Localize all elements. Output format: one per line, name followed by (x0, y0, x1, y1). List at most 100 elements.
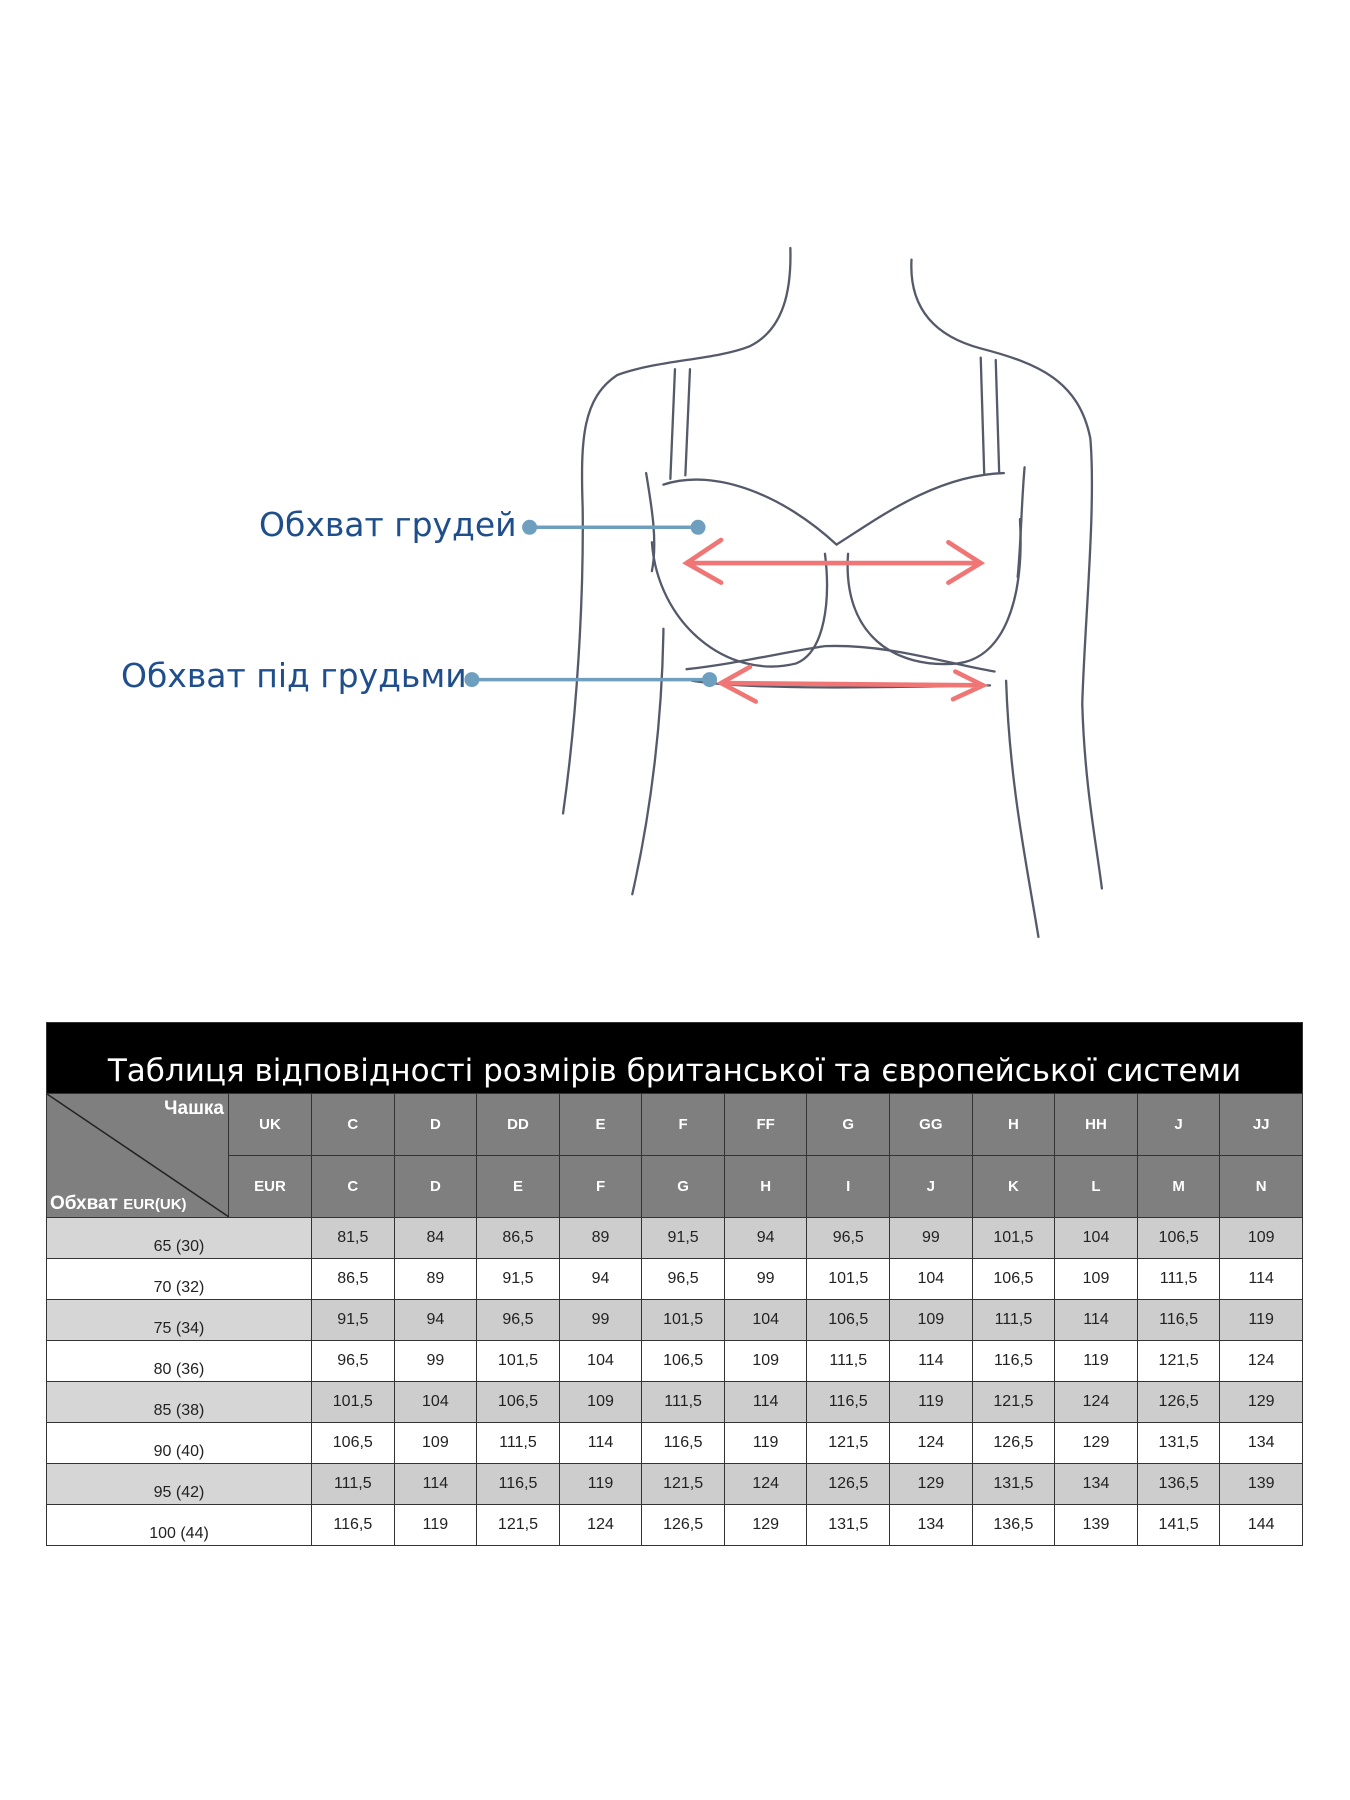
bust-pointer-dot-end (690, 519, 706, 535)
bust-value-cell: 114 (1054, 1299, 1138, 1341)
bust-value-cell: 124 (1219, 1340, 1303, 1382)
bust-value-cell: 136,5 (971, 1504, 1056, 1546)
bust-value-cell: 104 (558, 1340, 643, 1382)
torso-left (631, 627, 665, 896)
table-row: 95 (42) 111,5 114 116,5 119 121,5 124 126,5 129 1… (46, 1463, 1303, 1505)
cup-left (650, 541, 829, 668)
bust-value-cell: 116,5 (476, 1463, 560, 1505)
bust-value-cell: 116,5 (311, 1504, 395, 1546)
uk-label: UK (228, 1093, 312, 1156)
body-outline-left (561, 246, 792, 815)
bust-value-cell: 106,5 (476, 1381, 560, 1423)
uk-cup-header: FF (723, 1093, 808, 1156)
bust-value-cell: 119 (393, 1504, 478, 1546)
uk-cup-header: F (641, 1093, 725, 1156)
bust-value-cell: 96,5 (641, 1258, 725, 1300)
bust-value-cell: 106,5 (806, 1299, 891, 1341)
bust-value-cell: 104 (1054, 1217, 1138, 1259)
table-row: 100 (44) 116,5 119 121,5 124 126,5 129 131,5 134… (46, 1504, 1303, 1546)
cup-right (846, 518, 1022, 666)
bust-value-cell: 96,5 (806, 1217, 891, 1259)
band-size-cell: 95 (42) (46, 1463, 312, 1505)
arm-line-left (644, 471, 656, 573)
underbust-arrow (716, 664, 989, 704)
uk-cup-header: H (971, 1093, 1056, 1156)
band-size-cell: 75 (34) (46, 1299, 312, 1341)
eur-cup-header: N (1219, 1155, 1303, 1218)
bust-value-cell: 134 (1054, 1463, 1138, 1505)
uk-cup-header: HH (1054, 1093, 1138, 1156)
bust-value-cell: 116,5 (1136, 1299, 1221, 1341)
bust-value-cell: 104 (723, 1299, 808, 1341)
band-heading: Обхват EUR(UK) (50, 1193, 187, 1214)
bust-value-cell: 124 (723, 1463, 808, 1505)
uk-cup-header: C (311, 1093, 395, 1156)
bust-value-cell: 109 (889, 1299, 973, 1341)
bust-value-cell: 116,5 (641, 1422, 725, 1464)
eur-cup-header: J (889, 1155, 973, 1218)
bust-value-cell: 119 (1054, 1340, 1138, 1382)
bust-value-cell: 109 (723, 1340, 808, 1382)
bust-value-cell: 134 (1219, 1422, 1303, 1464)
torso-right (1004, 679, 1040, 939)
underbust-pointer-dot-start (464, 672, 480, 688)
underband (685, 644, 996, 673)
bust-value-cell: 116,5 (806, 1381, 891, 1423)
bust-value-cell: 111,5 (641, 1381, 725, 1423)
table-row: 75 (34) 91,5 94 96,5 99 101,5 104 106,5 109 111,5… (46, 1299, 1303, 1341)
eur-cup-header: G (641, 1155, 725, 1218)
bust-value-cell: 109 (1219, 1217, 1303, 1259)
bust-value-cell: 121,5 (806, 1422, 891, 1464)
uk-cup-header: DD (476, 1093, 560, 1156)
bust-value-cell: 84 (393, 1217, 478, 1259)
bust-pointer-dot-start (522, 519, 538, 535)
eur-cup-header: C (311, 1155, 395, 1218)
table-row: 65 (30) 81,5 84 86,5 89 91,5 94 96,5 99 101,5 104 1… (46, 1217, 1303, 1259)
bust-value-cell: 119 (558, 1463, 643, 1505)
bust-value-cell: 114 (558, 1422, 643, 1464)
bust-value-cell: 96,5 (311, 1340, 395, 1382)
eur-label: EUR (228, 1155, 312, 1218)
bust-value-cell: 131,5 (1136, 1422, 1221, 1464)
bust-value-cell: 139 (1219, 1463, 1303, 1505)
uk-cup-header: D (393, 1093, 478, 1156)
bust-value-cell: 124 (1054, 1381, 1138, 1423)
bust-value-cell: 124 (558, 1504, 643, 1546)
bust-value-cell: 91,5 (311, 1299, 395, 1341)
bust-value-cell: 101,5 (641, 1299, 725, 1341)
bust-value-cell: 99 (393, 1340, 478, 1382)
bust-value-cell: 106,5 (641, 1340, 725, 1382)
bust-value-cell: 126,5 (806, 1463, 891, 1505)
eur-cup-header: L (1054, 1155, 1138, 1218)
bust-value-cell: 89 (393, 1258, 478, 1300)
bust-value-cell: 121,5 (1136, 1340, 1221, 1382)
bust-value-cell: 111,5 (476, 1422, 560, 1464)
bust-value-cell: 126,5 (971, 1422, 1056, 1464)
bust-value-cell: 94 (558, 1258, 643, 1300)
bust-value-cell: 94 (723, 1217, 808, 1259)
bust-value-cell: 116,5 (971, 1340, 1056, 1382)
body-outline-right (910, 258, 1104, 890)
bust-value-cell: 109 (558, 1381, 643, 1423)
bust-value-cell: 101,5 (476, 1340, 560, 1382)
bust-value-cell: 144 (1219, 1504, 1303, 1546)
bust-value-cell: 119 (723, 1422, 808, 1464)
bust-value-cell: 91,5 (641, 1217, 725, 1259)
band-size-cell: 85 (38) (46, 1381, 312, 1423)
bust-value-cell: 129 (1219, 1381, 1303, 1423)
bust-value-cell: 119 (1219, 1299, 1303, 1341)
bust-value-cell: 139 (1054, 1504, 1138, 1546)
bust-value-cell: 111,5 (311, 1463, 395, 1505)
table-row: 90 (40) 106,5 109 111,5 114 116,5 119 121,5 124 1… (46, 1422, 1303, 1464)
bust-value-cell: 114 (393, 1463, 478, 1505)
uk-cup-header: JJ (1219, 1093, 1303, 1156)
bust-value-cell: 111,5 (806, 1340, 891, 1382)
band-size-cell: 65 (30) (46, 1217, 312, 1259)
uk-cup-header: GG (889, 1093, 973, 1156)
bust-value-cell: 106,5 (971, 1258, 1056, 1300)
eur-cup-header: K (971, 1155, 1056, 1218)
bust-value-cell: 91,5 (476, 1258, 560, 1300)
bust-value-cell: 136,5 (1136, 1463, 1221, 1505)
bust-value-cell: 94 (393, 1299, 478, 1341)
bust-value-cell: 141,5 (1136, 1504, 1221, 1546)
